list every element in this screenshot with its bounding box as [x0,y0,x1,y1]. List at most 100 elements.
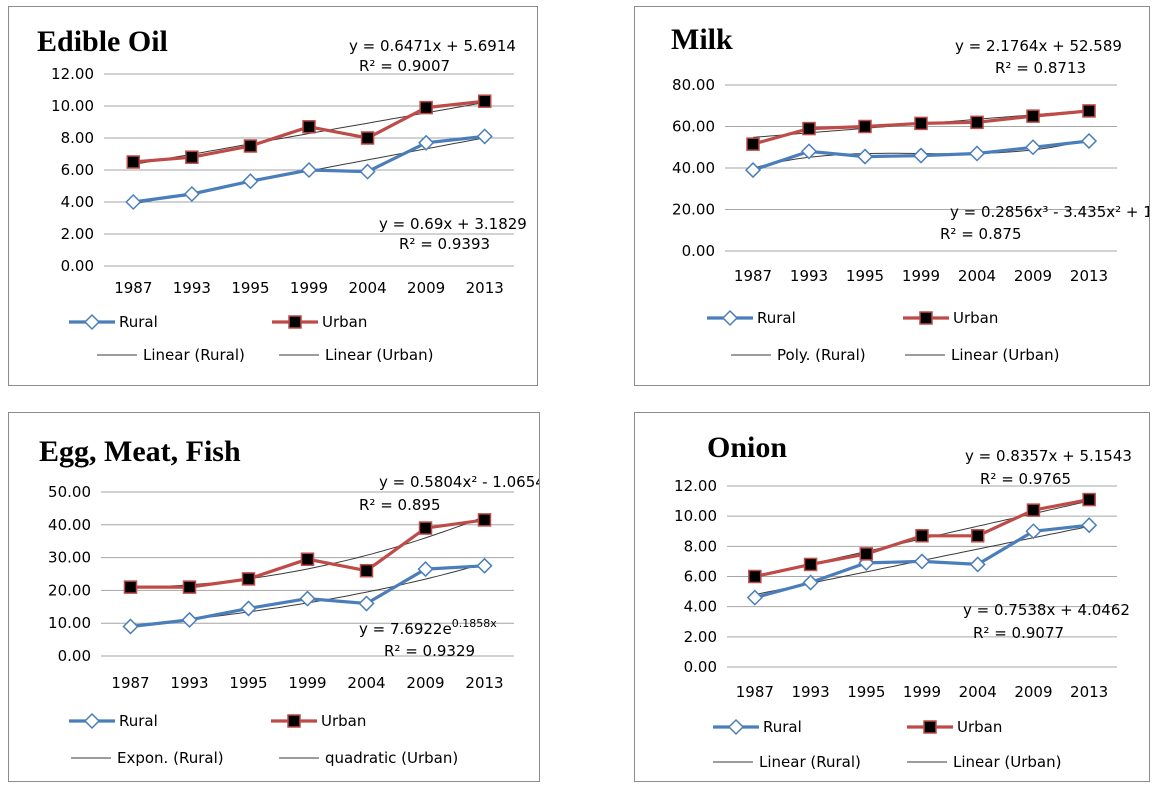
series-urban [746,104,1096,151]
trend-equation-bottom: y = 0.7538x + 4.0462 [963,601,1130,619]
x-tick-label: 2013 [1070,683,1108,701]
r-squared-top: R² = 0.9007 [359,57,450,75]
trend-equation-top: y = 0.8357x + 5.1543 [965,447,1132,465]
legend-marker [919,311,933,325]
x-tick-label: 2004 [347,674,385,692]
series-rural [125,128,493,211]
y-tick-label: 4.00 [684,598,717,616]
data-point-rural [183,185,200,203]
data-point-rural [418,134,435,151]
data-point-urban [1026,503,1041,517]
y-tick-label: 0.00 [58,647,91,665]
y-tick-label: 2.00 [61,225,94,243]
data-point-urban [419,100,433,115]
data-point-urban [1082,492,1096,507]
legend-marker [288,315,302,329]
data-point-rural [300,161,318,179]
y-tick-label: 10.00 [51,97,94,115]
data-point-rural [969,556,986,573]
x-tick-label: 2013 [465,674,503,692]
data-point-rural [968,145,986,162]
chart-svg: 0.00 2.00 4.00 6.00 8.00 10.00 12.00 1987 1993 19… [674,431,1132,771]
chart-panel-milk: 0.00 20.00 40.00 60.00 80.00 1987 1993 1995 1999… [634,6,1150,386]
x-tick-label: 2009 [407,279,445,297]
y-tick-label: 10.00 [674,507,717,525]
legend-label: Rural [757,309,796,327]
y-tick-label: 0.00 [61,257,94,275]
legend-label: Linear (Rural) [143,346,245,364]
series-urban [123,513,492,594]
y-tick-label: 60.00 [672,118,715,136]
data-point-rural [476,128,493,145]
legend-item-expon-rural: Expon. (Rural) [71,749,224,767]
x-tick-label: 1995 [847,683,885,701]
x-tick-label: 1999 [290,279,328,297]
y-tick-label: 10.00 [48,614,91,632]
data-point-rural [242,173,259,190]
data-point-urban [360,131,375,145]
data-point-urban [858,119,872,134]
y-tick-label: 8.00 [61,129,94,147]
x-tick-label: 2004 [959,683,997,701]
data-point-urban [914,116,928,131]
data-point-urban [477,94,492,108]
y-tick-label: 80.00 [672,76,715,94]
data-point-rural [417,561,434,578]
data-point-rural [912,147,930,164]
r-squared-bottom: R² = 0.9077 [973,624,1064,642]
x-tick-label: 2013 [466,279,504,297]
legend-label: Rural [763,718,802,736]
data-point-rural [181,611,198,628]
r-squared-top: R² = 0.8713 [995,59,1086,77]
legend-label: Expon. (Rural) [117,749,224,767]
y-tick-label: 50.00 [48,483,91,501]
trend-equation-bottom: y = 0.2856x³ - 3.435x² + 13.524x + 29.56… [950,203,1149,221]
data-point-urban [748,569,762,584]
data-point-urban [302,120,316,134]
legend-marker [727,718,745,736]
series-urban [748,492,1096,584]
data-point-rural [299,590,316,607]
legend-item-rural: Rural [69,313,158,331]
trend-equation-top: y = 0.6471x + 5.6914 [349,37,516,55]
legend-label: Rural [119,712,158,730]
y-tick-label: 40.00 [48,516,91,534]
data-point-rural [358,595,375,612]
series-urban [126,94,492,169]
trend-equation-top: y = 0.5804x² - 1.0654x + 21.509 [379,473,539,491]
legend-item-rural: Rural [707,309,796,327]
data-point-rural [913,553,931,570]
x-tick-label: 1987 [736,683,774,701]
legend-marker [83,313,101,331]
x-tick-label: 2009 [1014,683,1052,701]
data-point-urban [418,521,433,535]
data-point-rural [744,162,762,179]
legend-label: Urban [953,309,998,327]
exponent-text: 0.1858x [452,617,497,630]
x-tick-label: 1999 [902,267,940,285]
x-tick-label: 2009 [406,674,444,692]
legend-label: Urban [321,712,366,730]
chart-panel-egg-meat-fish: 0.00 10.00 20.00 30.00 40.00 50.00 1987 1993 199… [8,412,540,782]
legend-label: quadratic (Urban) [325,749,458,767]
legend-item-linear-urban: Linear (Urban) [905,346,1059,364]
trend-equation-bottom: y = 0.69x + 3.1829 [379,215,527,233]
legend-item-rural: Rural [69,712,158,730]
r-squared-top: R² = 0.895 [359,496,440,514]
data-point-urban [300,552,315,566]
y-tick-label: 4.00 [61,193,94,211]
data-point-urban [241,572,256,586]
legend-item-urban: Urban [271,712,366,730]
x-tick-label: 2004 [958,267,996,285]
y-tick-label: 12.00 [51,65,94,83]
y-tick-label: 0.00 [684,658,717,676]
data-point-rural [1024,139,1042,156]
legend-label: Linear (Urban) [325,346,433,364]
chart-panel-onion: 0.00 2.00 4.00 6.00 8.00 10.00 12.00 1987 1993 19… [634,412,1150,782]
x-tick-label: 1999 [903,683,941,701]
y-tick-label: 20.00 [672,201,715,219]
chart-svg: 0.00 10.00 20.00 30.00 40.00 50.00 1987 1993 199… [39,435,539,767]
r-squared-bottom: R² = 0.9329 [384,642,475,660]
legend-marker [721,309,739,327]
data-point-rural [359,163,376,180]
